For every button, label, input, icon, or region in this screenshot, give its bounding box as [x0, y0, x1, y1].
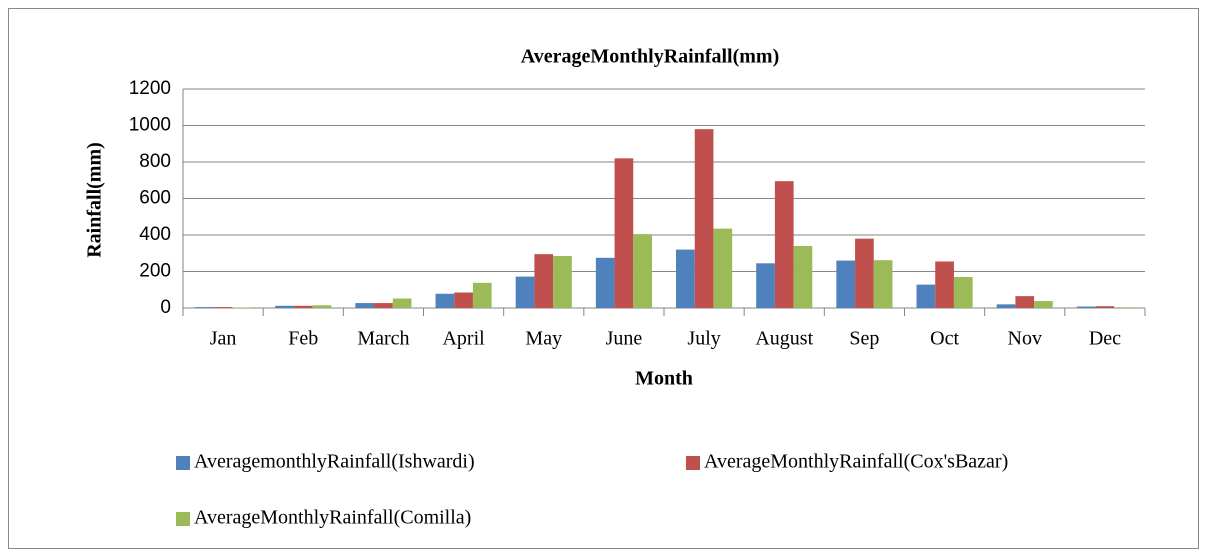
y-tick-label: 800	[139, 151, 171, 172]
bar	[836, 260, 856, 308]
legend-label: AveragemonthlyRainfall(Ishwardi)	[194, 451, 475, 473]
y-tick-label: 0	[160, 297, 171, 318]
bar	[534, 254, 554, 308]
bar	[232, 307, 252, 308]
x-tick-label: Oct	[930, 328, 959, 350]
bar	[1095, 306, 1115, 308]
bar	[793, 245, 813, 308]
bar	[676, 249, 695, 308]
x-tick-label: April	[442, 328, 485, 350]
chart-title: AverageMonthlyRainfall(mm)	[521, 46, 779, 68]
bar	[916, 284, 936, 308]
bar	[935, 261, 954, 308]
bar	[275, 305, 294, 308]
y-tick-label: 600	[139, 188, 171, 209]
bar	[435, 293, 455, 308]
bar	[713, 228, 733, 308]
x-tick-label: June	[606, 328, 643, 350]
bar	[293, 305, 313, 308]
x-tick-label: Jan	[210, 328, 237, 350]
x-tick-label: May	[525, 328, 562, 350]
bar	[996, 304, 1016, 308]
bar	[1034, 301, 1053, 308]
bar	[595, 257, 615, 308]
bar	[553, 255, 572, 308]
legend-label: AverageMonthlyRainfall(Cox'sBazar)	[704, 451, 1008, 473]
legend-swatch	[176, 512, 190, 526]
x-tick-label: March	[357, 328, 409, 350]
bar	[454, 292, 473, 308]
bar	[756, 263, 775, 308]
x-tick-label: Sep	[849, 328, 879, 350]
legend-swatch	[176, 456, 190, 470]
x-tick-label: Dec	[1089, 328, 1121, 350]
bar	[774, 181, 794, 308]
legend-swatch	[686, 456, 700, 470]
x-tick-label: August	[755, 328, 813, 350]
bar	[614, 158, 634, 308]
x-tick-label: Nov	[1008, 328, 1042, 350]
x-tick-label: Feb	[288, 328, 318, 350]
bar	[374, 303, 393, 308]
y-tick-label: 1000	[129, 115, 171, 136]
bar	[873, 260, 893, 308]
y-tick-label: 1200	[129, 78, 171, 99]
bar	[213, 307, 233, 308]
bar	[1076, 306, 1096, 308]
bar	[1015, 296, 1035, 308]
bar	[855, 238, 874, 308]
y-axis-label: Rainfall(mm)	[84, 142, 106, 258]
bar	[633, 234, 652, 308]
y-tick-label: 400	[139, 224, 171, 245]
bar	[472, 282, 492, 308]
x-tick-label: July	[687, 328, 720, 350]
bar	[392, 298, 412, 308]
y-tick-label: 200	[139, 261, 171, 282]
bar	[312, 305, 332, 308]
bar	[195, 307, 214, 308]
bar	[355, 303, 375, 308]
bar	[515, 276, 535, 308]
x-axis-label: Month	[635, 368, 693, 390]
bar	[953, 276, 973, 308]
bar	[1114, 307, 1133, 308]
legend-label: AverageMonthlyRainfall(Comilla)	[194, 507, 471, 529]
bar	[694, 129, 714, 308]
